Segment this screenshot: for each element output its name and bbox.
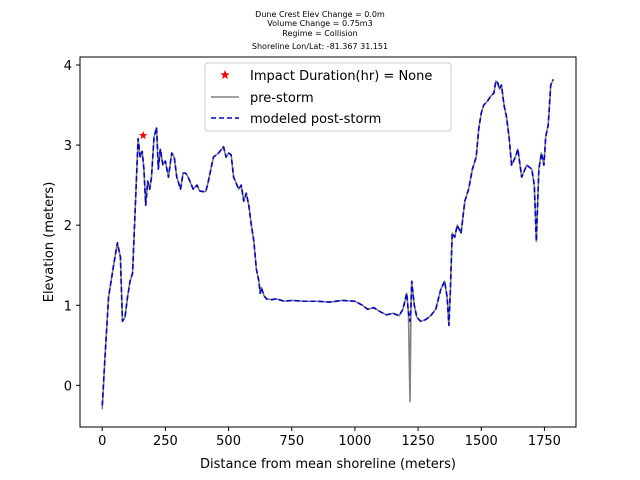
title-line-2: Volume Change = 0.75m3 — [267, 19, 372, 28]
legend-entry-impact: Impact Duration(hr) = None — [220, 69, 432, 84]
chart-title: Dune Crest Elev Change = 0.0m Volume Cha… — [252, 10, 388, 51]
x-tick-label: 1750 — [528, 434, 561, 449]
y-tick-label: 0 — [64, 379, 72, 394]
plot-frame — [79, 56, 577, 428]
legend-entry-post-storm: modeled post-storm — [211, 112, 381, 127]
y-tick-label: 2 — [64, 219, 72, 234]
legend: Impact Duration(hr) = None pre-storm mod… — [204, 62, 452, 132]
legend-label-impact: Impact Duration(hr) = None — [250, 69, 432, 84]
legend-star-marker — [220, 70, 230, 80]
x-tick-label: 0 — [98, 434, 106, 449]
y-tick-label: 1 — [64, 299, 72, 314]
impact-star-point — [138, 130, 148, 140]
legend-label-post-storm: modeled post-storm — [250, 112, 381, 127]
x-tick-label: 1250 — [402, 434, 435, 449]
post-storm-line — [101, 79, 554, 406]
legend-box — [204, 62, 452, 132]
legend-label-pre-storm: pre-storm — [250, 91, 314, 106]
title-line-1: Dune Crest Elev Change = 0.0m — [255, 10, 385, 19]
x-tick-label: 500 — [216, 434, 241, 449]
y-tick-label: 4 — [64, 59, 72, 74]
y-tick-label: 3 — [64, 139, 72, 154]
legend-entry-pre-storm: pre-storm — [211, 91, 314, 106]
title-line-3: Regime = Collision — [282, 29, 357, 38]
x-tick-label: 750 — [279, 434, 304, 449]
y-axis-label: Elevation (meters) — [42, 182, 57, 303]
x-tick-label: 1500 — [465, 434, 498, 449]
x-axis-label: Distance from mean shoreline (meters) — [200, 457, 456, 472]
series-layer — [101, 79, 554, 410]
x-tick-label: 250 — [153, 434, 178, 449]
y-axis: 0 1 2 3 4 — [64, 59, 80, 394]
x-tick-label: 1000 — [338, 434, 371, 449]
x-axis: 0 250 500 750 1000 1250 1500 1750 — [98, 427, 561, 449]
title-line-4: Shoreline Lon/Lat: -81.367 31.151 — [252, 42, 388, 51]
